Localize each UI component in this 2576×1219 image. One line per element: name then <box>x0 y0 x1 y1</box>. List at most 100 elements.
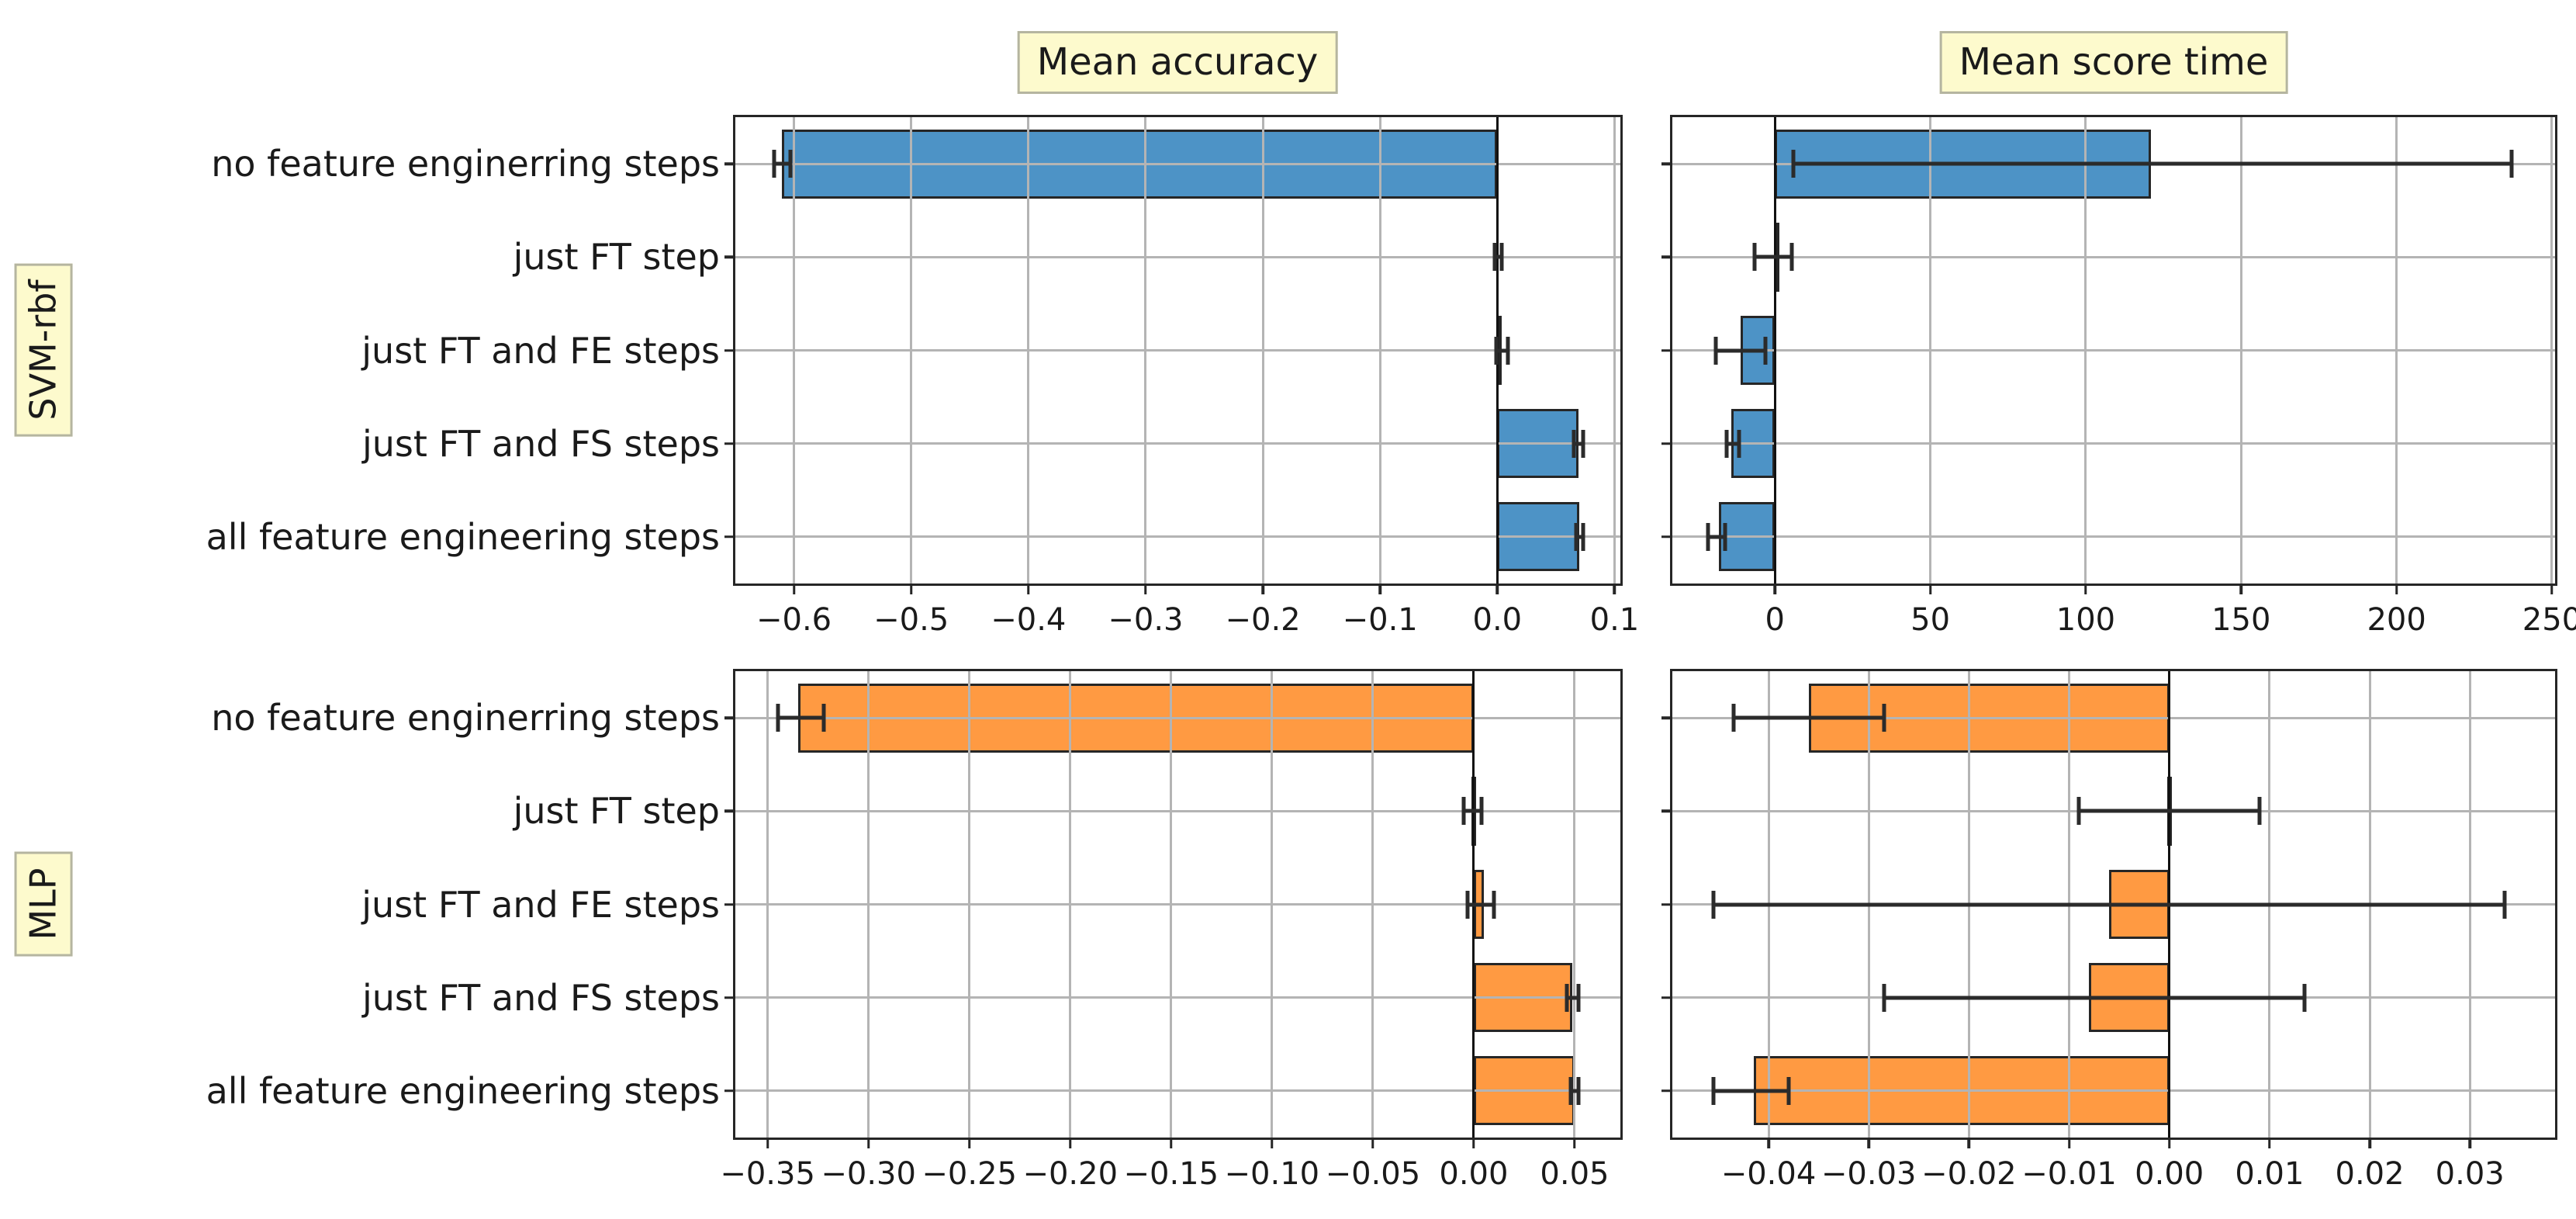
y-tick-mark <box>724 535 735 539</box>
axes-mlp-mean-accuracy: no feature enginerring steps just FT step… <box>206 669 1623 1192</box>
error-bar-cap-high <box>2257 797 2262 826</box>
error-bar-cap-high <box>1763 336 1768 365</box>
x-tick-mark <box>2268 1138 2271 1148</box>
error-bar-cap-low <box>1568 1076 1573 1105</box>
x-tick-mark <box>2368 1138 2371 1148</box>
error-bar-cap-high <box>2502 890 2507 919</box>
error-bar-cap-low <box>1752 243 1757 272</box>
error-bar <box>1575 535 1583 539</box>
y-tick-mark <box>724 1089 735 1093</box>
y-tick-mark <box>1661 535 1672 539</box>
error-bar-cap-high <box>1576 983 1581 1012</box>
x-tick-label: 100 <box>2056 602 2116 638</box>
x-tick-mark <box>1573 1138 1576 1148</box>
y-tick-mark <box>724 902 735 906</box>
x-tick-label: 0.05 <box>1540 1156 1610 1192</box>
y-tick-mark <box>1661 716 1672 719</box>
x-tick-mark <box>2468 1138 2471 1148</box>
x-tick-label: −0.15 <box>1123 1156 1219 1192</box>
y-tick-mark <box>724 162 735 165</box>
error-bar <box>1755 255 1793 259</box>
error-bar-cap-low <box>1882 983 1886 1012</box>
y-tick-mark <box>724 996 735 999</box>
error-bar <box>1708 535 1726 539</box>
x-tick-label: −0.20 <box>1022 1156 1119 1192</box>
x-tick-label: 0.0 <box>1472 602 1523 638</box>
row-group-label-mlp: MLP <box>14 851 73 957</box>
gridline-vertical <box>2239 117 2242 584</box>
error-bar-cap-high <box>1581 522 1585 551</box>
error-bar-cap-low <box>1711 1076 1716 1105</box>
error-bar-cap-low <box>776 704 780 732</box>
x-tick-label: −0.2 <box>1225 602 1301 638</box>
error-bar <box>1793 161 2512 166</box>
error-bar-cap-low <box>1492 243 1497 272</box>
y-tick-mark <box>1661 902 1672 906</box>
error-bar <box>1713 1089 1789 1093</box>
x-tick-mark <box>1867 1138 1870 1148</box>
y-tick-mark <box>1661 255 1672 259</box>
gridline-vertical <box>1069 671 1072 1138</box>
error-bar-cap-high <box>1786 1076 1791 1105</box>
gridline-horizontal <box>735 809 1620 812</box>
x-tick-label: −0.30 <box>821 1156 916 1192</box>
gridline-vertical <box>968 671 971 1138</box>
x-tick-label: 0 <box>1765 602 1785 638</box>
category-label: just FT step <box>513 236 720 279</box>
error-bar <box>2079 809 2260 813</box>
gridline-horizontal <box>1672 442 2555 445</box>
category-label: all feature engineering steps <box>206 515 720 558</box>
error-bar <box>1570 1089 1579 1093</box>
gridline-horizontal <box>735 716 1620 719</box>
x-tick-label: 0.02 <box>2335 1156 2405 1192</box>
error-bar-cap-low <box>1494 336 1499 365</box>
gridline-horizontal <box>735 1089 1620 1093</box>
x-tick-mark <box>1144 584 1147 594</box>
x-tick-mark <box>967 1138 971 1148</box>
x-tick-mark <box>1472 1138 1475 1148</box>
panel-title-mean-accuracy: Mean accuracy <box>1017 31 1338 95</box>
error-bar-cap-high <box>821 704 826 732</box>
x-tick-mark <box>1767 1138 1770 1148</box>
error-bar-cap-low <box>1465 890 1470 919</box>
x-tick-mark <box>2239 584 2243 594</box>
y-tick-mark <box>1661 1089 1672 1093</box>
gridline-horizontal <box>735 349 1620 352</box>
error-bar-cap-high <box>1576 1076 1581 1105</box>
error-bar-cap-low <box>1461 797 1466 826</box>
error-bar <box>1495 348 1508 352</box>
x-tick-label: 200 <box>2367 602 2426 638</box>
axes-svm-rbf-mean-score-time: 0 50 100 150 200 250 <box>1661 115 2576 638</box>
x-tick-mark <box>1928 584 1932 594</box>
x-tick-mark <box>909 584 913 594</box>
y-tick-mark <box>1661 442 1672 445</box>
x-tick-label: −0.5 <box>873 602 949 638</box>
gridline-vertical <box>1271 671 1274 1138</box>
y-tick-mark <box>1661 348 1672 352</box>
x-tick-label: −0.1 <box>1342 602 1418 638</box>
error-bar-cap-low <box>1572 429 1576 458</box>
gridline-vertical <box>2395 117 2398 584</box>
gridline-vertical <box>2550 117 2554 584</box>
x-tick-label: −0.02 <box>1921 1156 2017 1192</box>
zero-line <box>1773 117 1776 584</box>
x-tick-mark <box>2167 1138 2171 1148</box>
error-bar-cap-low <box>1574 522 1578 551</box>
x-tick-mark <box>2067 1138 2071 1148</box>
x-tick-mark <box>1495 584 1499 594</box>
y-tick-mark <box>1661 996 1672 999</box>
x-tick-label: 250 <box>2522 602 2576 638</box>
x-tick-label: −0.05 <box>1325 1156 1421 1192</box>
error-bar-cap-high <box>1723 522 1727 551</box>
category-label: no feature enginerring steps <box>211 697 720 739</box>
gridline-horizontal <box>1672 255 2555 258</box>
x-tick-label: −0.01 <box>2021 1156 2117 1192</box>
error-bar <box>1713 902 2505 906</box>
error-bar-cap-low <box>2076 797 2081 826</box>
gridline-horizontal <box>1672 349 2555 352</box>
error-bar <box>777 715 825 720</box>
gridline-vertical <box>793 117 796 584</box>
x-tick-label: −0.03 <box>1820 1156 1917 1192</box>
x-tick-label: −0.35 <box>720 1156 815 1192</box>
gridline-horizontal <box>735 903 1620 906</box>
